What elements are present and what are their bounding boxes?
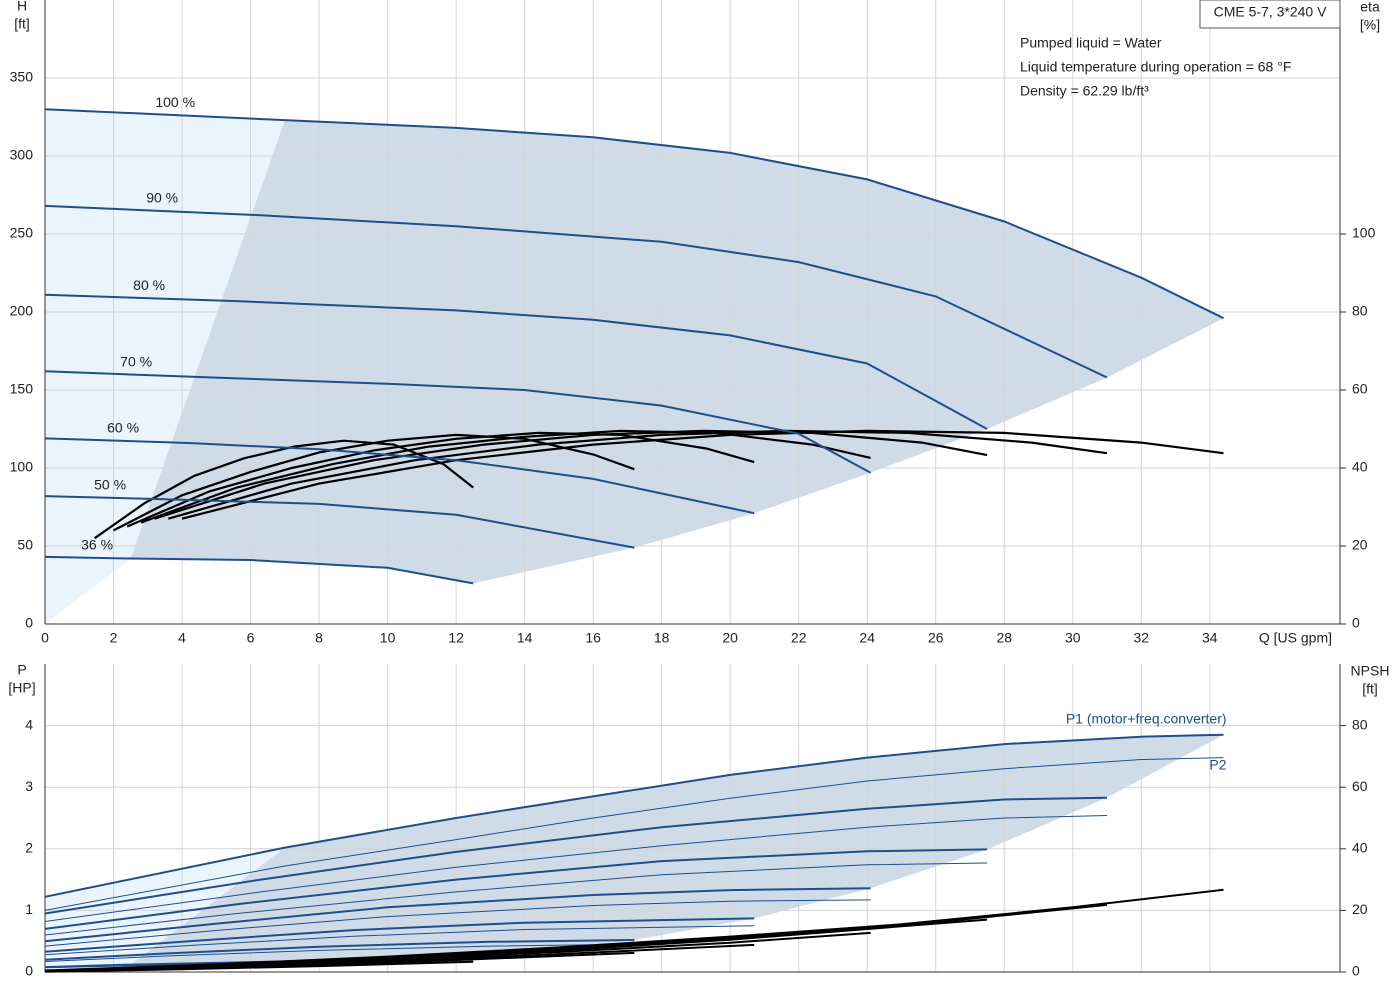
curve: [44, 887, 871, 943]
y2-unit: [ft]: [1362, 681, 1378, 697]
eta-curve: [112, 433, 635, 532]
y-label: P: [17, 662, 26, 678]
curve: [44, 917, 755, 953]
y-tick-label: 100: [10, 459, 34, 475]
legend-label: P1 (motor+freq.converter): [1066, 711, 1227, 727]
y2-tick-label: 60: [1352, 381, 1368, 397]
curve: [44, 862, 988, 936]
y2-tick-label: 20: [1352, 537, 1368, 553]
operating-area: [130, 734, 1224, 965]
y2-tick-label: 100: [1352, 225, 1376, 241]
y2-tick-label: 80: [1352, 716, 1368, 732]
y-tick-label: 1: [25, 901, 33, 917]
eta-curve: [126, 431, 755, 528]
curve: [44, 293, 988, 430]
y-tick-label: 0: [25, 615, 33, 631]
x-tick-label: 30: [1065, 630, 1081, 646]
x-tick-label: 20: [722, 630, 738, 646]
curve: [44, 108, 1224, 320]
y-tick-label: 50: [17, 537, 33, 553]
note: Pumped liquid = Water: [1020, 35, 1162, 51]
speed-label: 60 %: [107, 420, 139, 436]
y2-unit: [%]: [1360, 17, 1380, 33]
note: Liquid temperature during operation = 68…: [1020, 59, 1291, 75]
curve: [44, 943, 635, 962]
curve: [44, 204, 1108, 379]
curve: [44, 555, 474, 585]
curve: [44, 733, 1224, 898]
y-tick-label: 350: [10, 69, 34, 85]
y-tick-label: 3: [25, 778, 33, 794]
speed-label: 100 %: [155, 94, 195, 110]
y-unit: [HP]: [8, 680, 35, 696]
y-tick-label: 250: [10, 225, 34, 241]
x-tick-label: 24: [859, 630, 875, 646]
y2-tick-label: 40: [1352, 459, 1368, 475]
curve: [44, 757, 1224, 911]
curve: [44, 848, 988, 930]
x-tick-label: 8: [315, 630, 323, 646]
y2-tick-label: 60: [1352, 778, 1368, 794]
x-tick-label: 6: [247, 630, 255, 646]
x-tick-label: 2: [110, 630, 118, 646]
curve: [44, 899, 871, 947]
x-tick-label: 28: [996, 630, 1012, 646]
speed-label: 80 %: [133, 277, 165, 293]
x-tick-label: 22: [791, 630, 807, 646]
eta-curve: [167, 429, 1108, 520]
y-tick-label: 4: [25, 716, 33, 732]
y2-label: NPSH: [1351, 663, 1390, 679]
y2-tick-label: 80: [1352, 303, 1368, 319]
y2-tick-label: 40: [1352, 840, 1368, 856]
x-tick-label: 14: [517, 630, 533, 646]
x-tick-label: 4: [178, 630, 186, 646]
speed-label: 70 %: [120, 353, 152, 369]
eta-curve: [140, 429, 871, 524]
y-tick-label: 300: [10, 147, 34, 163]
y-unit: [ft]: [14, 16, 30, 32]
x-tick-label: 32: [1134, 630, 1150, 646]
speed-label: 90 %: [146, 190, 178, 206]
curve: [44, 815, 1108, 922]
curve: [44, 925, 755, 956]
curve: [44, 370, 872, 474]
curve: [44, 796, 1108, 915]
title-box: [1199, 0, 1341, 29]
curve: [44, 437, 755, 515]
y2-tick-label: 20: [1352, 901, 1368, 917]
title: CME 5-7, 3*240 V: [1214, 4, 1327, 20]
y-label: H: [17, 0, 27, 14]
speed-label: 50 %: [94, 476, 126, 492]
y-tick-label: 200: [10, 303, 34, 319]
x-tick-label: 12: [448, 630, 464, 646]
x-tick-label: 26: [928, 630, 944, 646]
speed-label: 36 %: [81, 537, 113, 553]
y2-tick-label: 0: [1352, 963, 1360, 979]
npsh-curve: [44, 960, 474, 973]
y-tick-label: 150: [10, 381, 34, 397]
curve: [44, 939, 635, 961]
x-tick-label: 18: [654, 630, 670, 646]
x-tick-label: 10: [380, 630, 396, 646]
x-tick-label: 16: [585, 630, 601, 646]
y2-tick-label: 0: [1352, 615, 1360, 631]
note: Density = 62.29 lb/ft³: [1020, 83, 1149, 99]
legend-label: P2: [1209, 756, 1226, 772]
y-tick-label: 0: [25, 963, 33, 979]
y-tick-label: 2: [25, 840, 33, 856]
x-tick-label: 34: [1202, 630, 1218, 646]
x-tick-label: 0: [41, 630, 49, 646]
y2-label: eta: [1360, 0, 1380, 15]
curve: [44, 495, 635, 549]
operating-area: [130, 120, 1224, 584]
light-area: [45, 109, 285, 624]
x-label: Q [US gpm]: [1259, 630, 1332, 646]
